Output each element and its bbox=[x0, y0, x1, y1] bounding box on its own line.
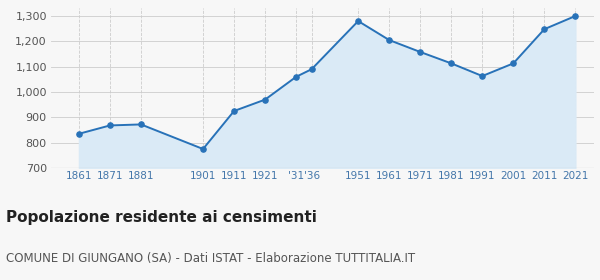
Point bbox=[571, 14, 580, 18]
Point bbox=[105, 123, 115, 128]
Point bbox=[198, 147, 208, 151]
Text: Popolazione residente ai censimenti: Popolazione residente ai censimenti bbox=[6, 210, 317, 225]
Point bbox=[509, 61, 518, 66]
Point bbox=[229, 109, 239, 113]
Point bbox=[136, 122, 146, 127]
Point bbox=[74, 132, 84, 136]
Point bbox=[415, 50, 425, 54]
Point bbox=[260, 97, 270, 102]
Point bbox=[539, 27, 549, 31]
Text: COMUNE DI GIUNGANO (SA) - Dati ISTAT - Elaborazione TUTTITALIA.IT: COMUNE DI GIUNGANO (SA) - Dati ISTAT - E… bbox=[6, 252, 415, 265]
Point bbox=[446, 61, 456, 66]
Point bbox=[292, 74, 301, 79]
Point bbox=[307, 67, 316, 71]
Point bbox=[353, 19, 363, 23]
Point bbox=[385, 38, 394, 42]
Point bbox=[478, 74, 487, 78]
